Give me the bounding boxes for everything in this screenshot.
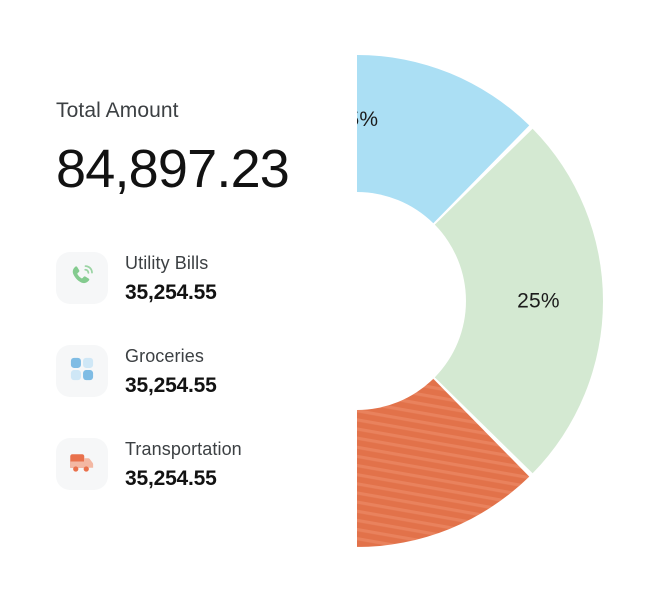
legend-item-name: Utility Bills	[125, 252, 209, 273]
donut-slice[interactable]	[357, 55, 530, 224]
ringing-phone-icon	[67, 261, 97, 296]
donut-slices	[357, 55, 603, 547]
total-amount-block: Total Amount 84,897.23	[56, 98, 356, 200]
legend-text-block: Groceries 35,254.55	[125, 345, 217, 398]
donut-slice-labels: 25%50%25%	[357, 108, 560, 313]
grid-apps-icon	[68, 355, 96, 388]
category-legend-list: Utility Bills 35,254.55 Groceries 35,254	[56, 248, 356, 494]
donut-chart: 25% 50% 25%	[357, 55, 645, 549]
legend-text-block: Transportation 35,254.55	[125, 438, 242, 491]
donut-slice-label: 25%	[357, 108, 378, 131]
legend-item-amount: 35,254.55	[125, 280, 217, 304]
icon-tile	[56, 438, 108, 490]
legend-item-amount: 35,254.55	[125, 466, 217, 490]
legend-item-name: Transportation	[125, 438, 242, 459]
list-item[interactable]: Transportation 35,254.55	[56, 434, 356, 494]
icon-tile	[56, 252, 108, 304]
legend-text-block: Utility Bills 35,254.55	[125, 252, 217, 305]
list-item[interactable]: Groceries 35,254.55	[56, 341, 356, 401]
icon-tile	[56, 345, 108, 397]
legend-item-name: Groceries	[125, 345, 204, 366]
donut-chart-svg: 25%50%25%	[357, 55, 603, 547]
donut-slice[interactable]	[357, 129, 530, 547]
donut-slice[interactable]	[434, 128, 603, 474]
total-amount-label: Total Amount	[56, 99, 179, 122]
delivery-truck-icon	[67, 447, 97, 482]
total-amount-value: 84,897.23	[56, 139, 290, 199]
donut-slice-label: 25%	[517, 290, 560, 313]
list-item[interactable]: Utility Bills 35,254.55	[56, 248, 356, 308]
legend-item-amount: 35,254.55	[125, 373, 217, 397]
